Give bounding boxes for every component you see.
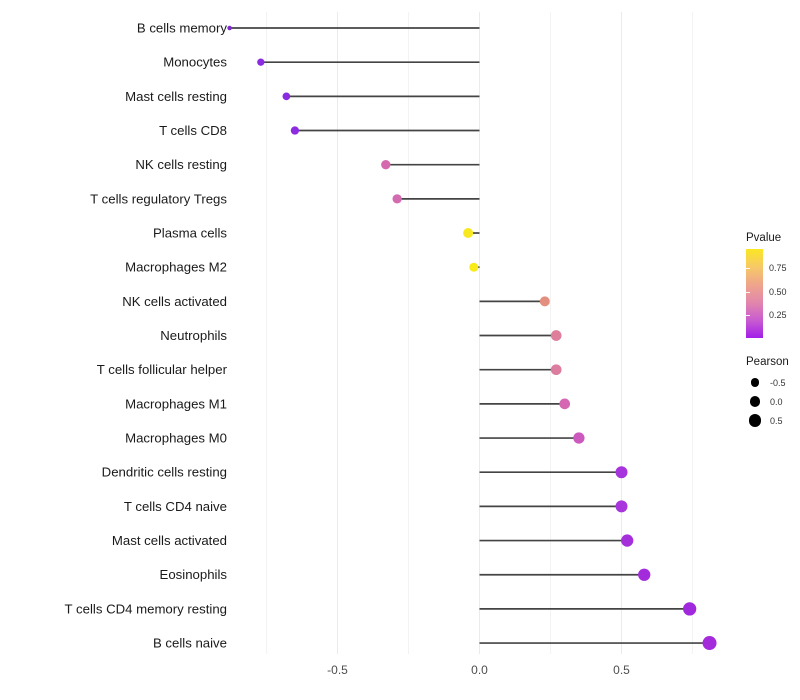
lollipop-dot [282,92,291,101]
lollipop-dot [550,364,562,376]
category-label: T cells CD4 naive [124,499,227,514]
category-label: T cells CD4 memory resting [65,601,227,616]
category-label: T cells CD8 [159,123,227,138]
lollipop-dot [573,432,585,444]
lollipop-dot [615,500,628,513]
category-label: Macrophages M1 [125,396,227,411]
x-tick-label: -0.5 [327,663,348,677]
category-label: B cells memory [137,21,228,36]
pvalue-legend-title: Pvalue [746,232,782,244]
pearson-size-item: -0.5 [746,373,789,392]
category-label: Macrophages M2 [125,260,227,275]
category-label: Neutrophils [160,328,227,343]
pearson-size-dot [749,396,761,407]
x-tick-label: 0.5 [613,663,630,677]
pearson-size-dot-cell [746,396,764,407]
pearson-size-label: 0.0 [770,396,783,407]
pvalue-tick-label: 0.25 [769,310,787,321]
category-label: T cells regulatory Tregs [90,191,227,206]
lollipop-dot [392,194,402,204]
pearson-size-dot-cell [746,378,764,387]
lollipop-dot [615,466,628,479]
pearson-size-label: 0.5 [770,415,783,426]
x-tick-label: 0.0 [471,663,488,677]
pearson-legend: Pearson -0.5 0.0 0.5 [746,356,789,430]
category-label: Monocytes [163,55,227,70]
pvalue-tick-mark [746,315,750,317]
category-label: B cells naive [153,636,227,651]
lollipop-dot [227,25,232,31]
pvalue-tick-mark [746,267,750,269]
lollipop-dot [638,568,651,581]
lollipop-dot [702,636,717,651]
category-label: Dendritic cells resting [102,465,227,480]
category-label: NK cells activated [122,294,227,309]
pearson-size-items: -0.5 0.0 0.5 [746,373,789,430]
pearson-size-item: 0.5 [746,411,789,430]
category-label: NK cells resting [135,157,227,172]
lollipop-dot [290,126,300,135]
lollipop-dot [683,602,697,616]
pearson-size-dot [750,378,760,387]
pvalue-legend: Pvalue 0.75 0.50 0.25 [746,232,787,338]
pvalue-tick-mark [746,291,750,293]
pearson-size-dot-cell [746,414,764,427]
category-label: Mast cells resting [125,89,227,104]
pearson-legend-title: Pearson [746,356,789,368]
category-label: Eosinophils [160,567,228,582]
lollipop-dot [381,160,391,170]
pvalue-tick-label: 0.50 [769,286,787,297]
category-label: Plasma cells [153,226,227,241]
category-label: Macrophages M0 [125,431,227,446]
lollipop-dot [550,330,562,341]
category-label: T cells follicular helper [97,362,228,377]
pvalue-gradient-bar [746,249,763,338]
lollipop-dot [621,534,634,547]
pvalue-gradient-row: 0.75 0.50 0.25 [746,249,787,338]
pearson-size-label: -0.5 [770,377,786,388]
lollipop-dot [469,262,479,272]
pearson-size-dot [748,414,762,427]
lollipop-dot [559,398,571,410]
pearson-size-item: 0.0 [746,392,789,411]
category-label: Mast cells activated [112,533,227,548]
lollipop-dot [539,296,550,307]
pvalue-tick-label: 0.75 [769,262,787,273]
lollipop-dot [257,58,265,66]
lollipop-dot [463,228,474,239]
